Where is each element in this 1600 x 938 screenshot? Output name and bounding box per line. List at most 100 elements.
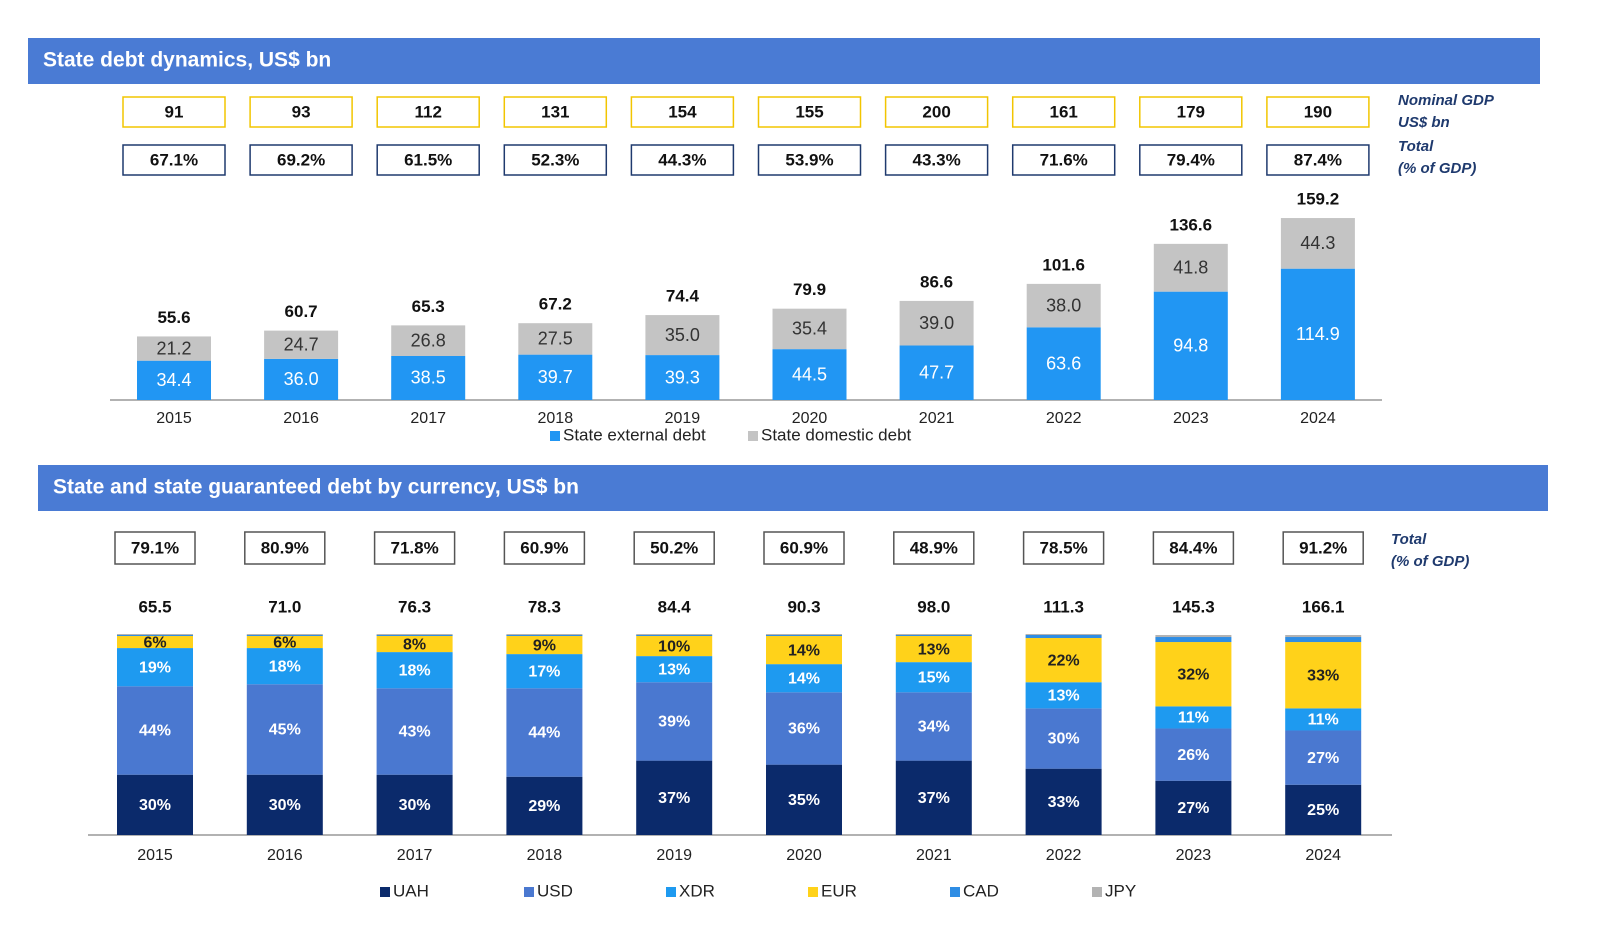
total-label: 65.5	[138, 597, 171, 616]
segment-label: 11%	[1308, 712, 1339, 729]
value-box	[757, 96, 862, 128]
bar-segment	[376, 636, 453, 653]
legend-swatch	[380, 887, 390, 897]
bar-segment	[117, 635, 193, 637]
bar-segment	[766, 664, 842, 693]
bar-segment	[1285, 642, 1362, 709]
bar-segment	[895, 692, 972, 761]
box-value: 71.8%	[390, 538, 438, 557]
header-band	[28, 38, 1540, 84]
value-box	[373, 531, 456, 565]
bar-segment	[766, 635, 842, 637]
bar-segment	[1155, 780, 1232, 835]
legend-label: State domestic debt	[761, 425, 912, 444]
bar-segment	[246, 634, 323, 636]
segment-label: 34.4	[156, 370, 191, 390]
value-box	[503, 531, 586, 565]
total-label: 86.6	[920, 272, 953, 291]
total-label: 67.2	[539, 295, 572, 314]
bar-segment	[1155, 642, 1232, 707]
value-box	[630, 96, 735, 128]
legend-swatch	[524, 887, 534, 897]
segment-label: 22%	[1048, 652, 1080, 669]
bar-segment	[1285, 635, 1362, 638]
x-tick-label: 2022	[1046, 847, 1082, 864]
box-value: 71.6%	[1040, 150, 1088, 169]
box-value: 112	[414, 102, 441, 121]
bar-segment	[636, 760, 713, 835]
value-box	[244, 531, 326, 565]
total-label: 79.9	[793, 280, 826, 299]
segment-label: 26%	[1177, 747, 1209, 764]
x-tick-label: 2023	[1176, 847, 1212, 864]
box-value: 161	[1050, 102, 1078, 121]
bar-segment	[766, 634, 842, 636]
total-label: 145.3	[1172, 597, 1215, 616]
segment-label: 33%	[1048, 794, 1080, 811]
value-box	[1266, 96, 1370, 128]
x-tick-label: 2024	[1300, 410, 1336, 427]
segment-label: 39.3	[665, 367, 700, 387]
legend-swatch	[748, 431, 758, 441]
box-value: 78.5%	[1039, 538, 1087, 557]
bar-segment	[117, 648, 193, 687]
box-value: 60.9%	[780, 538, 828, 557]
box-value: 80.9%	[261, 538, 309, 557]
total-label: 74.4	[666, 287, 700, 306]
segment-label: 44.5	[792, 364, 827, 384]
value-box	[757, 144, 862, 176]
bar-segment	[376, 774, 453, 835]
segment-label: 25%	[1307, 802, 1339, 819]
bar-segment	[895, 635, 972, 637]
value-box	[249, 144, 353, 176]
bar-segment	[636, 634, 713, 636]
bar-segment	[895, 636, 972, 663]
bar-segment	[1155, 728, 1232, 781]
bar-segment	[1025, 638, 1102, 683]
segment-label: 27%	[1177, 800, 1209, 817]
segment-label: 44%	[528, 725, 560, 742]
bar-segment	[899, 300, 974, 346]
value-box	[114, 531, 196, 565]
bar-segment	[137, 336, 211, 361]
bar-segment	[264, 358, 339, 400]
bar-segment	[895, 760, 972, 835]
segment-label: 18%	[269, 658, 301, 675]
value-box	[1011, 144, 1116, 176]
box-value: 60.9%	[520, 538, 568, 557]
box-value: 44.3%	[658, 150, 706, 169]
x-tick-label: 2021	[916, 847, 952, 864]
bar-segment	[1155, 706, 1232, 729]
segment-label: 44.3	[1300, 233, 1335, 253]
bar-segment	[518, 323, 593, 355]
segment-label: 13%	[918, 641, 950, 658]
segment-label: 13%	[658, 661, 690, 678]
bar-segment	[772, 308, 847, 350]
bar-segment	[895, 634, 972, 636]
bar-segment	[1285, 784, 1362, 835]
row-label: (% of GDP)	[1391, 553, 1469, 570]
box-value: 48.9%	[910, 538, 958, 557]
segment-label: 29%	[528, 798, 560, 815]
segment-label: 38.5	[411, 368, 446, 388]
box-value: 79.1%	[131, 538, 179, 557]
segment-label: 8%	[403, 636, 426, 653]
box-value: 69.2%	[277, 150, 325, 169]
bar-segment	[1285, 708, 1362, 731]
bar-segment	[1153, 291, 1228, 400]
box-value: 61.5%	[404, 150, 452, 169]
x-tick-label: 2015	[156, 410, 192, 427]
box-value: 53.9%	[785, 150, 833, 169]
row-label: Total	[1398, 138, 1434, 155]
bar-segment	[1155, 637, 1232, 643]
bar-segment	[506, 636, 583, 655]
value-box	[1022, 531, 1105, 565]
total-label: 60.7	[285, 302, 318, 321]
bar-segment	[1280, 218, 1355, 269]
total-label: 65.3	[412, 297, 445, 316]
segment-label: 30%	[1048, 731, 1080, 748]
bar-segment	[636, 682, 713, 761]
value-box	[884, 96, 989, 128]
total-label: 101.6	[1042, 255, 1085, 274]
